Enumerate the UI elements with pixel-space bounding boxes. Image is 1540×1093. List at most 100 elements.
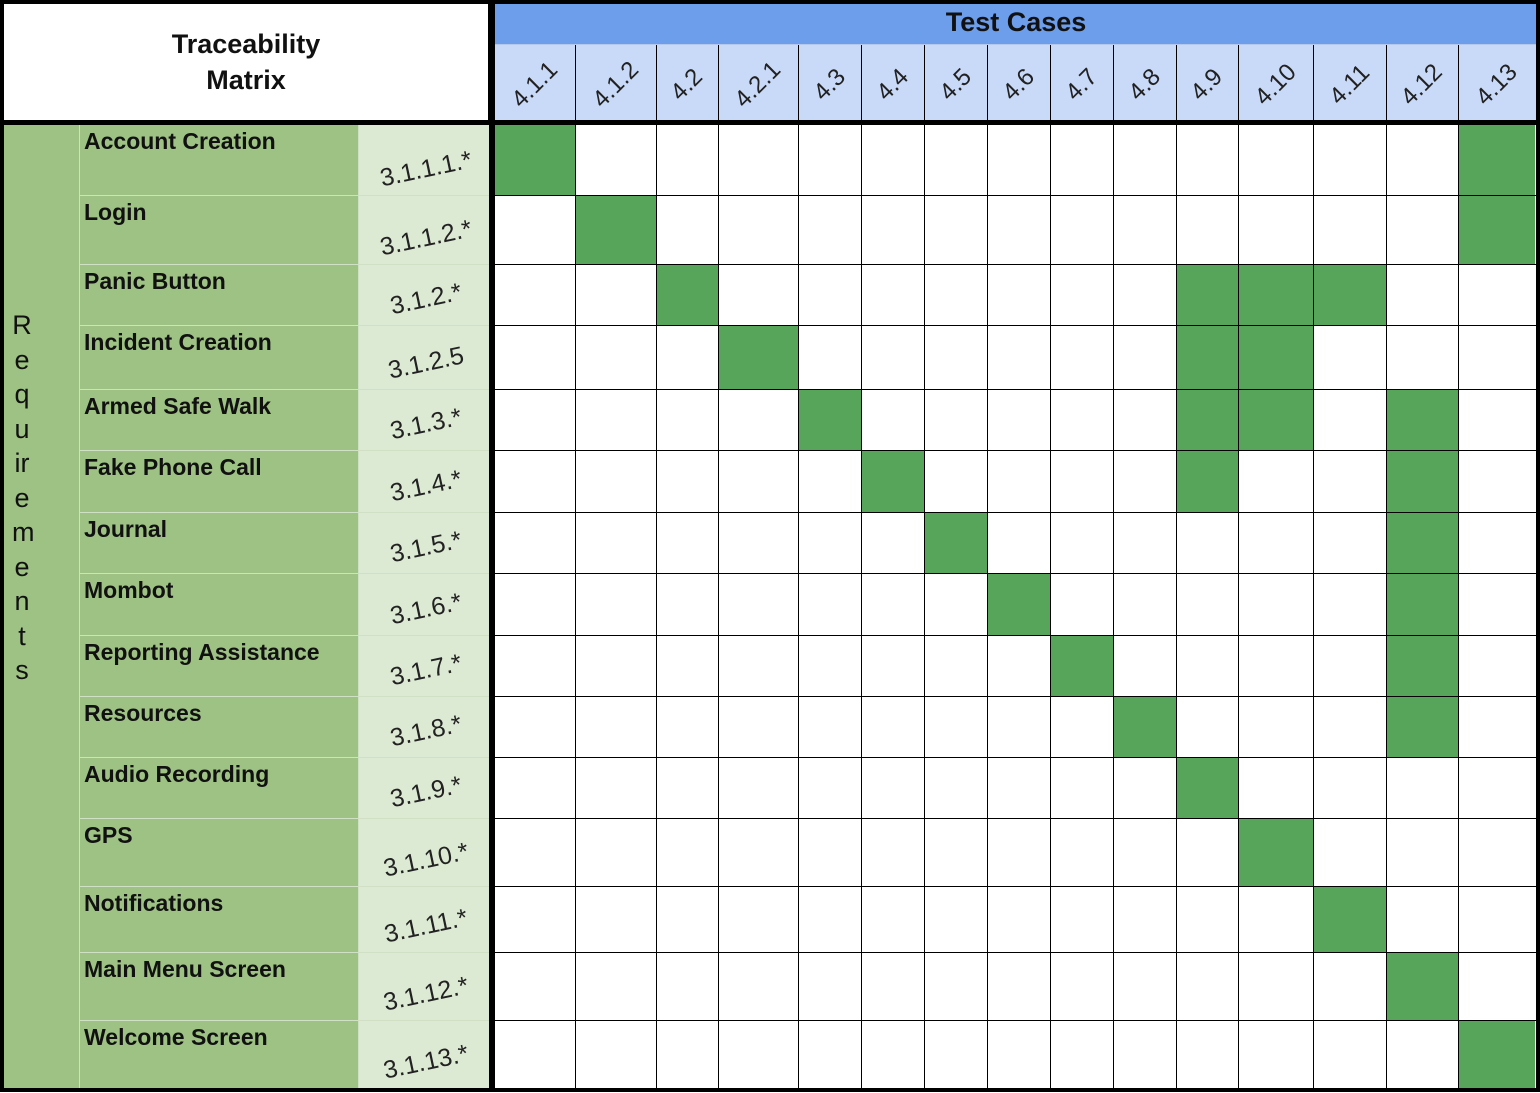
matrix-cell	[1458, 635, 1535, 696]
matrix-cell	[861, 195, 924, 264]
matrix-cell	[656, 757, 718, 818]
matrix-cell	[861, 450, 924, 512]
grid-line	[80, 325, 490, 326]
matrix-cell	[656, 818, 718, 886]
matrix-cell	[924, 635, 987, 696]
grid-line	[80, 952, 490, 953]
matrix-cell	[495, 389, 575, 450]
matrix-cell	[924, 124, 987, 195]
matrix-cell	[924, 696, 987, 757]
matrix-cell	[575, 325, 656, 389]
grid-line	[80, 886, 490, 887]
grid-line	[1113, 44, 1114, 1092]
requirement-name: Reporting Assistance	[84, 639, 320, 665]
matrix-cell	[1176, 952, 1238, 1020]
matrix-cell	[718, 512, 798, 573]
matrix-cell	[1386, 1020, 1458, 1088]
matrix-cell	[1176, 635, 1238, 696]
matrix-cell	[495, 1020, 575, 1088]
matrix-cell	[656, 389, 718, 450]
grid-line	[492, 886, 1540, 887]
matrix-cell	[861, 757, 924, 818]
requirement-name: Journal	[84, 516, 168, 542]
matrix-cell	[1050, 952, 1113, 1020]
matrix-cell	[718, 757, 798, 818]
matrix-cell	[575, 389, 656, 450]
matrix-cell	[1238, 450, 1313, 512]
matrix-cell	[924, 886, 987, 952]
matrix-cell	[987, 264, 1050, 325]
matrix-cell	[798, 389, 861, 450]
grid-line	[1176, 44, 1177, 1092]
matrix-cell	[1238, 886, 1313, 952]
matrix-cell	[1050, 325, 1113, 389]
requirements-band	[0, 122, 80, 1092]
matrix-cell	[1113, 264, 1176, 325]
matrix-cell	[656, 325, 718, 389]
matrix-cell	[1050, 696, 1113, 757]
matrix-cell	[861, 264, 924, 325]
matrix-cell	[861, 1020, 924, 1088]
matrix-cell	[861, 635, 924, 696]
grid-line	[80, 573, 490, 574]
matrix-cell	[1238, 325, 1313, 389]
column-divider	[79, 122, 80, 1092]
matrix-cell	[575, 124, 656, 195]
matrix-cell	[1176, 450, 1238, 512]
matrix-cell	[798, 696, 861, 757]
matrix-cell	[1176, 264, 1238, 325]
matrix-cell	[656, 264, 718, 325]
matrix-cell	[1458, 886, 1535, 952]
requirement-name: Mombot	[84, 577, 174, 603]
matrix-cell	[495, 450, 575, 512]
matrix-cell	[656, 450, 718, 512]
matrix-cell	[1238, 124, 1313, 195]
matrix-cell	[1386, 124, 1458, 195]
matrix-cell	[575, 512, 656, 573]
grid-line	[80, 696, 490, 697]
matrix-cell	[575, 264, 656, 325]
ids-band	[359, 122, 492, 1092]
matrix-cell	[718, 124, 798, 195]
matrix-cell	[1313, 389, 1386, 450]
matrix-cell	[575, 696, 656, 757]
matrix-cell	[798, 818, 861, 886]
matrix-cell	[1386, 195, 1458, 264]
matrix-cell	[1313, 818, 1386, 886]
matrix-cell	[495, 573, 575, 635]
matrix-cell	[924, 450, 987, 512]
grid-line	[492, 450, 1540, 451]
matrix-cell	[1386, 886, 1458, 952]
matrix-cell	[1176, 195, 1238, 264]
matrix-cell	[987, 818, 1050, 886]
matrix-cell	[1176, 124, 1238, 195]
matrix-cell	[575, 635, 656, 696]
grid-line	[80, 450, 490, 451]
matrix-cell	[718, 1020, 798, 1088]
matrix-cell	[1176, 573, 1238, 635]
grid-line	[1050, 44, 1051, 1092]
group-title: Test Cases	[945, 6, 1087, 37]
matrix-cell	[861, 573, 924, 635]
matrix-cell	[987, 450, 1050, 512]
grid-line	[575, 44, 576, 1092]
matrix-cell	[495, 696, 575, 757]
matrix-cell	[987, 1020, 1050, 1088]
matrix-cell	[1386, 325, 1458, 389]
matrix-cell	[1313, 952, 1386, 1020]
matrix-cell	[861, 886, 924, 952]
matrix-cell	[718, 696, 798, 757]
requirement-name: Welcome Screen	[84, 1024, 268, 1050]
matrix-cell	[718, 818, 798, 886]
test-cases-band	[492, 0, 1540, 44]
matrix-cell	[495, 952, 575, 1020]
grid-line	[492, 952, 1540, 953]
requirement-name: Resources	[84, 700, 202, 726]
grid-line	[1458, 44, 1459, 1092]
matrix-cell	[798, 325, 861, 389]
matrix-cell	[1113, 512, 1176, 573]
matrix-cell	[1386, 696, 1458, 757]
matrix-cell	[656, 1020, 718, 1088]
matrix-cell	[924, 818, 987, 886]
